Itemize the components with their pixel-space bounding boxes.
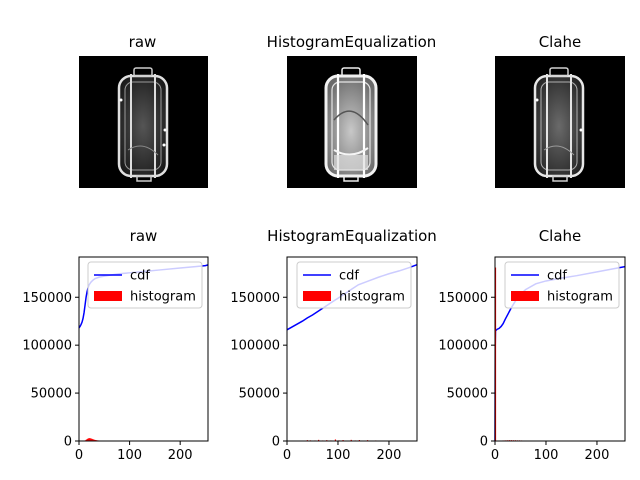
y-tick-label: 50000 — [31, 387, 72, 402]
legend-patch-swatch — [303, 291, 331, 301]
legend: cdf histogram — [504, 261, 620, 309]
histogram-bar — [318, 439, 320, 441]
y-tick-label: 50000 — [447, 387, 488, 402]
histogram-bar — [494, 267, 497, 441]
y-tick-label: 100000 — [230, 339, 280, 354]
xray-luggage-image — [324, 67, 378, 182]
chart-title: Clahe — [539, 227, 582, 245]
y-tick-label: 0 — [272, 435, 280, 450]
image-title-raw: raw — [129, 33, 157, 51]
legend-label: histogram — [339, 290, 405, 305]
xray-luggage-image — [533, 67, 585, 182]
y-tick-label: 100000 — [438, 339, 488, 354]
histogram-bar — [90, 438, 92, 441]
legend-label: cdf — [130, 269, 150, 284]
y-tick-label: 0 — [64, 435, 72, 450]
y-tick-label: 100000 — [22, 339, 72, 354]
histogram-bar — [92, 439, 94, 441]
histogram-bar — [334, 439, 337, 441]
x-tick-label: 100 — [326, 448, 351, 463]
chart-histogram-equalization: HistogramEqualization 0 100 200 0 50000 100000… — [230, 227, 436, 463]
x-tick-label: 0 — [75, 448, 83, 463]
legend-label: histogram — [130, 290, 196, 305]
x-tick-label: 0 — [283, 448, 291, 463]
legend-patch-swatch — [94, 291, 122, 301]
legend-patch-swatch — [511, 291, 539, 301]
image-title-histogram-equalization: HistogramEqualization — [267, 33, 437, 51]
y-tick-label: 150000 — [22, 291, 72, 306]
x-tick-label: 200 — [377, 448, 402, 463]
legend-label: histogram — [547, 290, 613, 305]
legend-label: cdf — [547, 269, 567, 284]
axes-frame — [494, 256, 626, 442]
histogram-bar — [88, 438, 90, 441]
chart-title: HistogramEqualization — [267, 227, 437, 245]
image-panel-clahe: Clahe — [495, 33, 625, 188]
y-tick-label: 0 — [480, 435, 488, 450]
image-panel-raw: raw — [79, 33, 208, 188]
histogram-bar — [86, 439, 88, 441]
histogram-bar — [93, 439, 95, 441]
image-title-clahe: Clahe — [539, 33, 582, 51]
histogram-bar — [85, 439, 87, 441]
legend-label: cdf — [339, 269, 359, 284]
chart-title: raw — [130, 227, 158, 245]
chart-clahe: Clahe 0 100 200 0 50000 100000 150000 cdf histogr… — [438, 227, 626, 463]
x-tick-label: 0 — [491, 448, 499, 463]
legend: cdf histogram — [296, 261, 412, 309]
axes-frame — [78, 256, 209, 442]
histogram-bar — [87, 438, 89, 441]
histogram-bar — [89, 438, 91, 441]
axes-frame — [286, 256, 418, 442]
legend: cdf histogram — [87, 261, 203, 309]
image-panel-histogram-equalization: HistogramEqualization — [267, 33, 437, 188]
y-tick-label: 150000 — [230, 291, 280, 306]
histogram-bar — [350, 439, 352, 441]
histogram-bar — [94, 439, 96, 441]
xray-luggage-image — [117, 67, 169, 182]
x-tick-label: 100 — [534, 448, 559, 463]
y-tick-label: 50000 — [239, 387, 280, 402]
y-tick-label: 150000 — [438, 291, 488, 306]
x-tick-label: 200 — [168, 448, 193, 463]
x-tick-label: 200 — [585, 448, 610, 463]
x-tick-label: 100 — [117, 448, 142, 463]
chart-raw: raw 0 100 200 0 50000 100000 150000 cdf histogram — [22, 227, 209, 463]
histogram-bar — [91, 438, 93, 441]
